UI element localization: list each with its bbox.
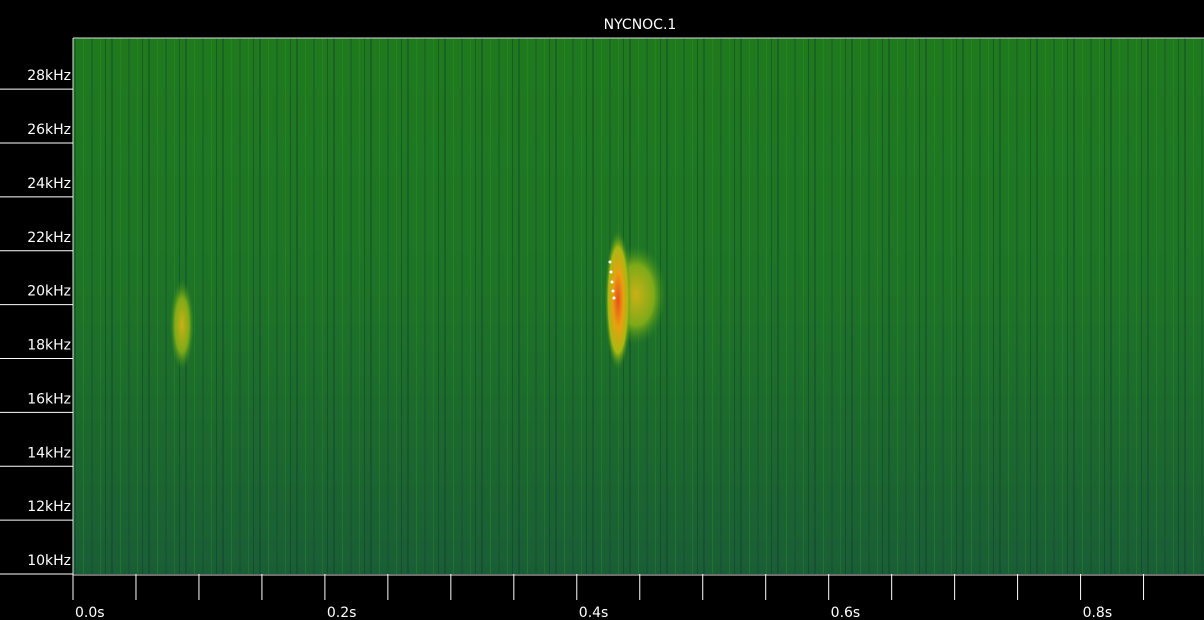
x-tick-label: 0.8s bbox=[1083, 605, 1113, 620]
y-tick-label: 18kHz bbox=[27, 338, 71, 354]
x-tick-label: 0.0s bbox=[75, 605, 105, 620]
call-blob bbox=[605, 230, 631, 370]
call-blob bbox=[170, 280, 194, 370]
y-tick-label: 24kHz bbox=[27, 176, 71, 192]
y-tick-label: 12kHz bbox=[27, 499, 71, 515]
y-tick-label: 22kHz bbox=[27, 230, 71, 246]
x-tick-label: 0.4s bbox=[579, 605, 609, 620]
y-tick-label: 20kHz bbox=[27, 284, 71, 300]
y-tick-label: 16kHz bbox=[27, 391, 71, 407]
y-tick-label: 10kHz bbox=[27, 553, 71, 569]
x-tick-label: 0.2s bbox=[327, 605, 357, 620]
title-bar bbox=[0, 10, 1204, 38]
call-trace bbox=[608, 260, 616, 300]
y-tick-label: 26kHz bbox=[27, 122, 71, 138]
y-tick-label: 14kHz bbox=[27, 445, 71, 461]
x-tick-label: 0.6s bbox=[831, 605, 861, 620]
chart-title: NYCNOC.1 bbox=[604, 17, 677, 33]
y-tick-label: 28kHz bbox=[27, 68, 71, 84]
